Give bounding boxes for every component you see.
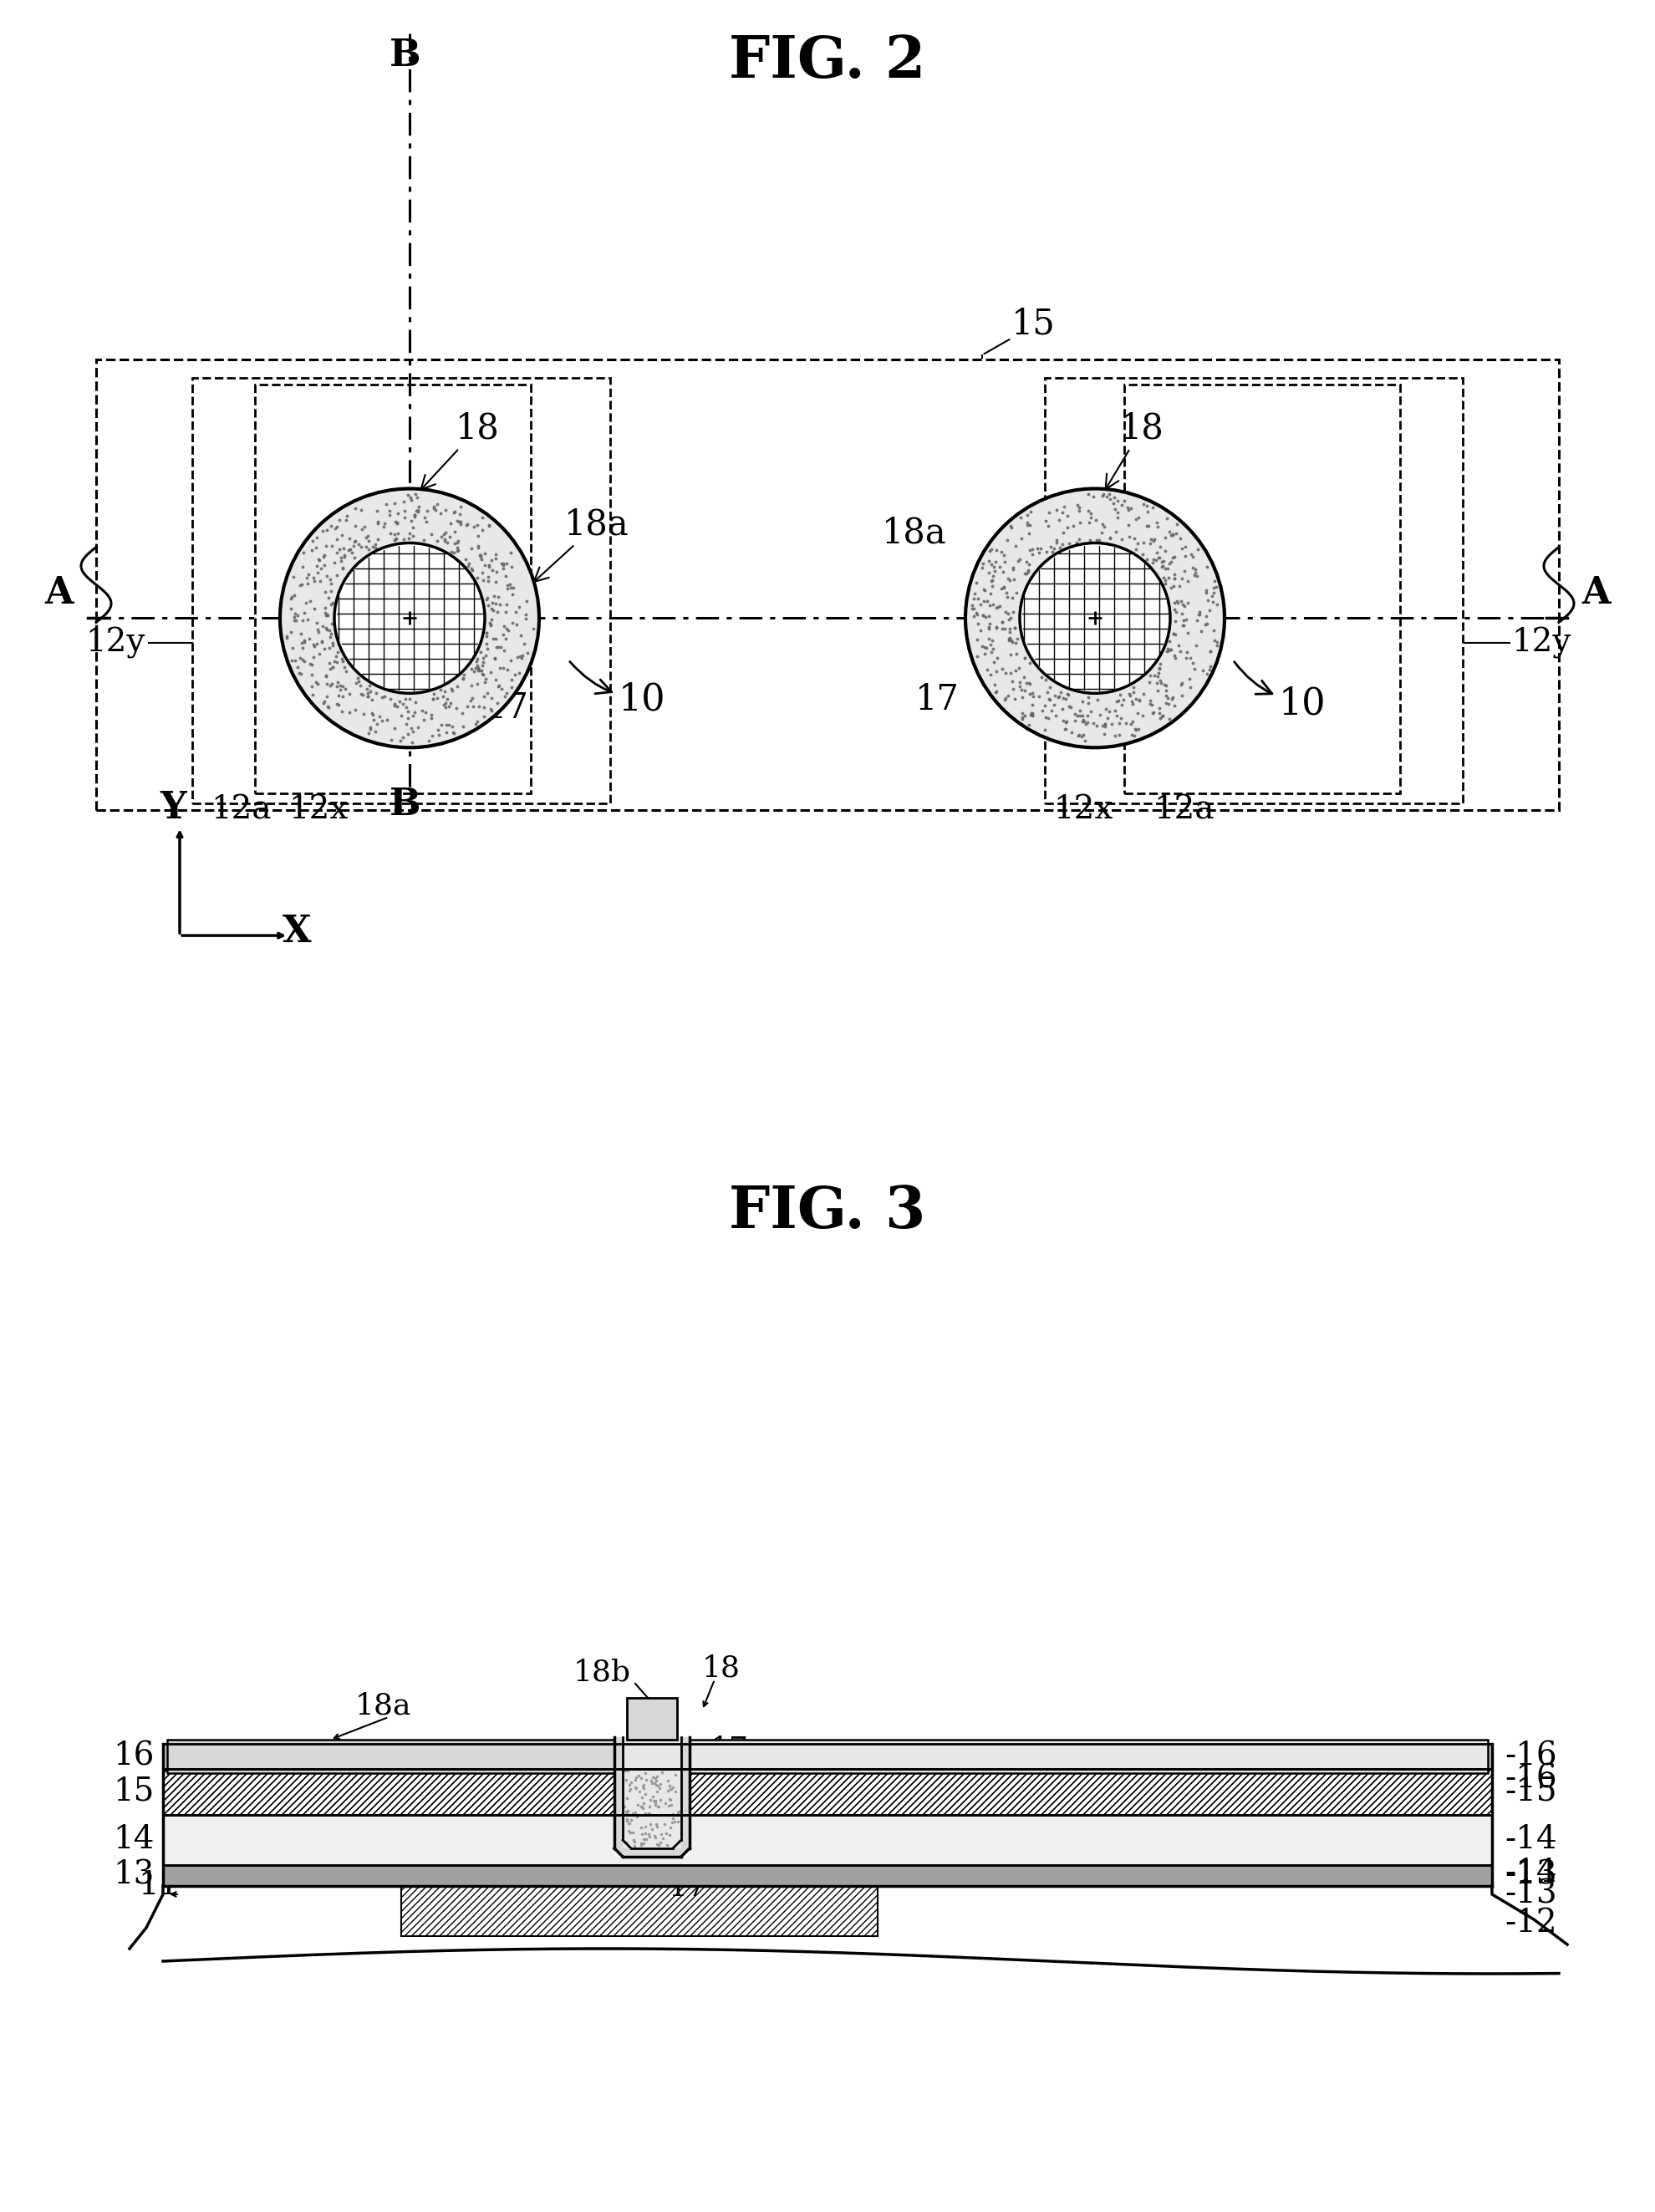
Bar bbox=[401, 1887, 877, 1936]
Text: A: A bbox=[45, 575, 73, 611]
Text: B: B bbox=[389, 787, 420, 823]
Text: 17: 17 bbox=[485, 690, 530, 726]
Circle shape bbox=[280, 489, 540, 748]
Bar bbox=[622, 1736, 682, 1849]
Bar bbox=[614, 1710, 690, 1856]
Text: 12y: 12y bbox=[86, 626, 146, 659]
Text: 18a: 18a bbox=[356, 1692, 412, 1721]
Bar bbox=[162, 1887, 1493, 1962]
Text: 17: 17 bbox=[915, 684, 960, 717]
Circle shape bbox=[1019, 542, 1170, 692]
Text: 18: 18 bbox=[702, 1655, 740, 1683]
Bar bbox=[627, 1699, 677, 1739]
Text: 11: 11 bbox=[137, 1869, 179, 1900]
Text: X: X bbox=[283, 914, 311, 949]
Polygon shape bbox=[614, 1736, 690, 1856]
Bar bbox=[96, 358, 1559, 810]
Text: -15: -15 bbox=[1504, 1776, 1557, 1807]
Text: 15: 15 bbox=[1011, 307, 1056, 341]
Text: 12a: 12a bbox=[210, 794, 271, 825]
Bar bbox=[192, 378, 611, 803]
Bar bbox=[167, 1739, 614, 1774]
Bar bbox=[159, 1887, 401, 1936]
Text: A: A bbox=[1582, 575, 1610, 611]
Text: 14: 14 bbox=[113, 1825, 154, 1856]
Text: 16: 16 bbox=[113, 1741, 154, 1772]
Bar bbox=[690, 1739, 1488, 1774]
Text: FIG. 2: FIG. 2 bbox=[730, 33, 925, 88]
Text: 18: 18 bbox=[420, 411, 500, 489]
Bar bbox=[162, 1770, 1493, 1814]
Bar bbox=[162, 1770, 1493, 1814]
Text: -16: -16 bbox=[1504, 1763, 1557, 1794]
Circle shape bbox=[965, 489, 1225, 748]
Text: 18b: 18b bbox=[573, 1659, 631, 1688]
Text: 17c: 17c bbox=[710, 1736, 766, 1763]
Text: Y: Y bbox=[161, 790, 187, 825]
Text: 17: 17 bbox=[669, 1874, 707, 1902]
Text: 13: 13 bbox=[113, 1860, 154, 1891]
Text: B: B bbox=[389, 38, 420, 73]
Bar bbox=[162, 1814, 1493, 1865]
Text: 12x: 12x bbox=[1053, 794, 1112, 825]
Bar bbox=[1124, 385, 1400, 794]
Text: 14a: 14a bbox=[263, 1825, 319, 1854]
Text: 10: 10 bbox=[569, 661, 665, 717]
Text: 12x: 12x bbox=[288, 794, 348, 825]
Text: 18: 18 bbox=[1106, 411, 1163, 489]
Text: -13: -13 bbox=[1504, 1878, 1557, 1909]
Bar bbox=[255, 385, 531, 794]
Text: 18a: 18a bbox=[882, 515, 947, 551]
Circle shape bbox=[334, 542, 485, 692]
Text: -14: -14 bbox=[1504, 1825, 1557, 1856]
Bar bbox=[162, 1743, 1493, 1770]
Text: 10: 10 bbox=[1235, 661, 1326, 721]
Text: 12a: 12a bbox=[1154, 794, 1215, 825]
Text: -16: -16 bbox=[1504, 1741, 1557, 1772]
Text: 18a: 18a bbox=[535, 507, 629, 582]
Bar bbox=[1044, 378, 1463, 803]
Bar bbox=[162, 1865, 1493, 1887]
Text: 15: 15 bbox=[113, 1776, 154, 1807]
Text: 13a: 13a bbox=[718, 1847, 775, 1876]
Text: 12y: 12y bbox=[1511, 626, 1571, 659]
Text: -14: -14 bbox=[1504, 1858, 1557, 1889]
Text: -12: -12 bbox=[1504, 1909, 1557, 1940]
Bar bbox=[162, 1770, 1493, 1814]
Text: 15c: 15c bbox=[263, 1778, 319, 1807]
Text: FIG. 3: FIG. 3 bbox=[730, 1183, 925, 1239]
Text: -13: -13 bbox=[1504, 1860, 1557, 1891]
